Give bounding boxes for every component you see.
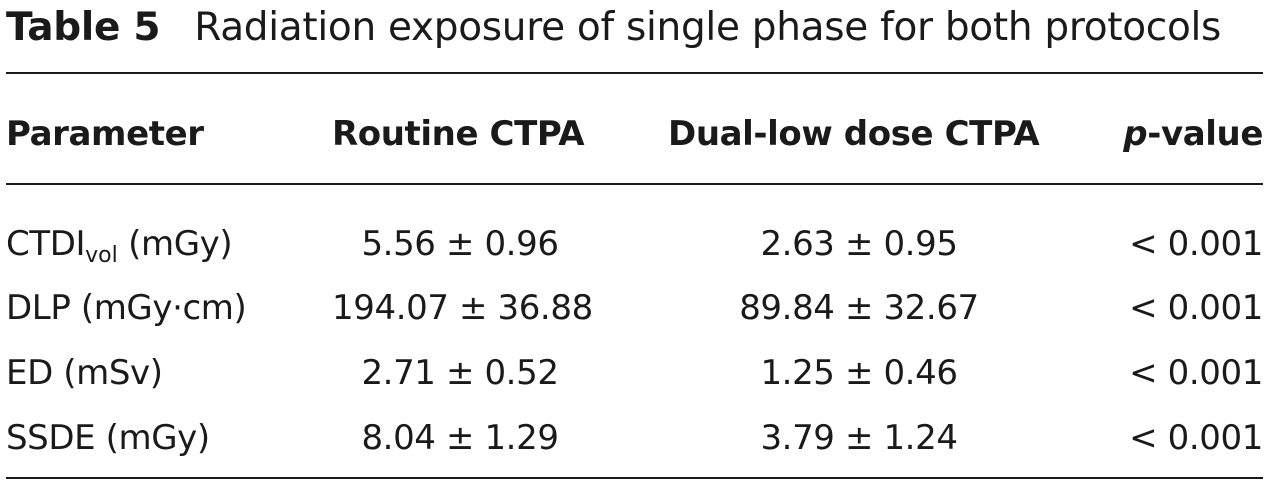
header-dual-low-dose-ctpa: Dual-low dose CTPA: [668, 114, 1040, 154]
row-ssde-parameter: SSDE (mGy): [6, 418, 210, 458]
header-routine-ctpa: Routine CTPA: [332, 114, 585, 154]
row-dlp-routine: 194.07 ± 36.88: [332, 288, 593, 328]
row-ed-parameter: ED (mSv): [6, 353, 163, 393]
row-ctdi-dual-low: 2.63 ± 0.95: [760, 224, 958, 264]
bottom-rule: [6, 477, 1263, 479]
row-ctdi-routine: 5.56 ± 0.96: [361, 224, 559, 264]
param-subscript: vol: [85, 243, 118, 268]
row-ctdi-parameter: CTDIvol (mGy): [6, 224, 233, 276]
row-ed-routine: 2.71 ± 0.52: [361, 353, 559, 393]
param-unit: (mGy): [117, 224, 233, 264]
row-ssde-dual-low: 3.79 ± 1.24: [760, 418, 958, 458]
row-dlp-p-value: < 0.001: [1129, 288, 1263, 328]
top-rule: [6, 72, 1263, 74]
param-main: CTDI: [6, 224, 86, 264]
p-italic: p: [1123, 114, 1148, 154]
row-dlp-parameter: DLP (mGy·cm): [6, 288, 247, 328]
table-number: Table 5: [6, 5, 161, 50]
header-rule: [6, 183, 1263, 185]
row-ssde-p-value: < 0.001: [1129, 418, 1263, 458]
row-ed-p-value: < 0.001: [1129, 353, 1263, 393]
header-parameter: Parameter: [6, 114, 204, 154]
row-ed-dual-low: 1.25 ± 0.46: [760, 353, 958, 393]
table-caption: Table 5 Radiation exposure of single phas…: [6, 4, 1221, 52]
row-dlp-dual-low: 89.84 ± 32.67: [739, 288, 979, 328]
row-ctdi-p-value: < 0.001: [1129, 224, 1263, 264]
header-p-value: p-value: [1123, 114, 1263, 154]
value-suffix: -value: [1147, 114, 1263, 154]
table-title: Radiation exposure of single phase for b…: [194, 5, 1222, 50]
row-ssde-routine: 8.04 ± 1.29: [361, 418, 559, 458]
